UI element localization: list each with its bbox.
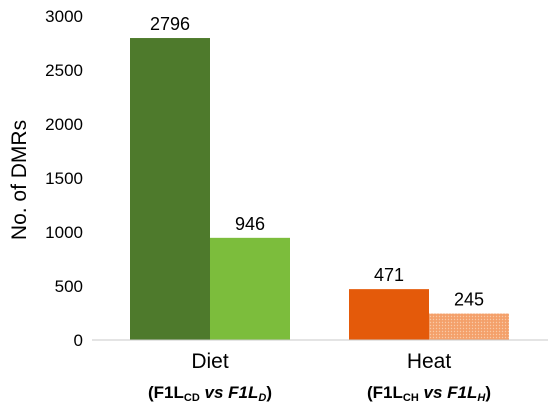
data-labels: 2796 946 471 245 xyxy=(150,14,484,310)
bar-diet-treatment xyxy=(210,237,290,340)
y-tick-label: 1500 xyxy=(45,169,83,188)
bar-heat-control xyxy=(349,289,429,340)
y-tick-label: 2500 xyxy=(45,61,83,80)
bar-diet-control xyxy=(130,38,210,340)
category-comparison: (F1LCH vs F1LH) xyxy=(367,383,491,404)
y-tick-label: 2000 xyxy=(45,115,83,134)
category-name: Diet xyxy=(191,350,229,373)
bars xyxy=(130,38,509,340)
data-label: 471 xyxy=(374,265,404,285)
y-tick-label: 500 xyxy=(55,277,83,296)
data-label: 2796 xyxy=(150,14,190,34)
data-label: 245 xyxy=(454,290,484,310)
y-tick-label: 1000 xyxy=(45,223,83,242)
y-axis-ticks: 0 500 1000 1500 2000 2500 3000 xyxy=(45,7,83,350)
y-tick-label: 3000 xyxy=(45,7,83,26)
data-label: 946 xyxy=(235,214,265,234)
y-axis-label: No. of DMRs xyxy=(8,120,31,240)
bar-heat-treatment xyxy=(429,313,509,340)
y-tick-label: 0 xyxy=(74,331,83,350)
category-comparison: (F1LCD vs F1LD) xyxy=(148,383,272,404)
category-name: Heat xyxy=(406,350,452,373)
